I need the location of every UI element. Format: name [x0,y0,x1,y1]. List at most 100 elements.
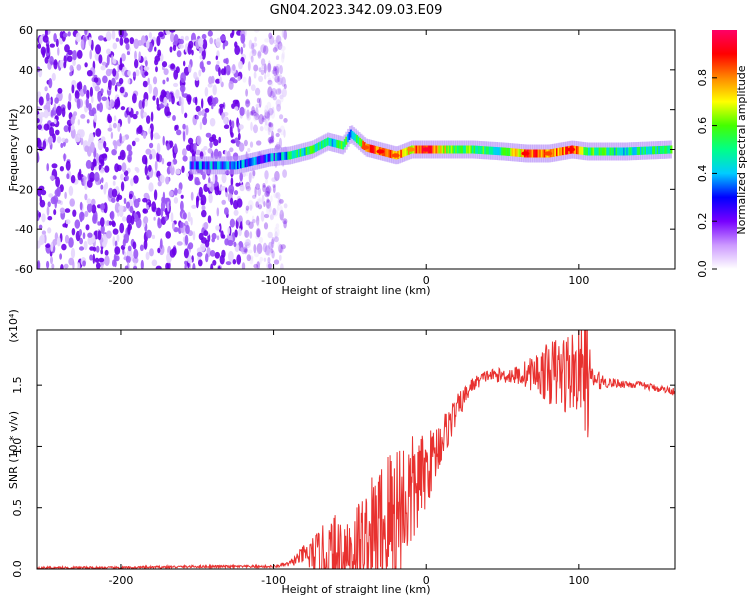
noise-speck [190,191,194,201]
band-core [221,161,224,170]
band-core [214,161,217,170]
noise-speck [47,201,51,208]
noise-speck [273,236,279,243]
colorbar-tick-label: 0.4 [696,165,709,183]
noise-speck [198,37,204,48]
noise-speck [166,201,170,212]
noise-speck [268,137,272,145]
noise-speck [45,101,51,110]
noise-speck [257,50,262,59]
noise-speck [281,30,285,38]
band-core [482,146,485,155]
noise-speck [154,160,158,171]
noise-speck [267,231,273,239]
noise-speck [220,186,227,191]
noise-speck [273,177,278,183]
noise-speck [63,125,69,133]
noise-speck [154,46,157,52]
noise-speck [268,121,272,127]
noise-speck [271,87,277,97]
noise-speck [53,118,57,125]
noise-speck [186,144,192,151]
noise-speck [150,129,154,141]
noise-speck [43,109,49,119]
noise-speck [245,181,251,190]
band-core [465,145,468,154]
noise-speck [229,218,235,228]
noise-speck [98,164,102,170]
noise-speck [76,82,81,90]
noise-speck [244,229,248,238]
noise-speck [267,79,273,85]
band-core [334,139,337,148]
noise-speck [234,229,238,238]
band-core [258,156,261,164]
noise-speck [250,109,257,117]
noise-speck [236,198,243,208]
noise-speck [282,169,287,178]
noise-speck [135,69,140,77]
noise-speck [272,209,279,217]
noise-speck [191,49,194,56]
band-core [375,146,378,155]
noise-speck [148,127,152,135]
noise-speck [84,62,88,68]
noise-speck [148,182,154,192]
noise-speck [245,205,250,211]
noise-speck [133,38,140,49]
noise-speck [89,254,93,261]
band-core [229,161,232,170]
noise-speck [92,158,97,167]
noise-speck [173,34,179,45]
band-core [586,147,589,156]
noise-speck [248,255,254,260]
noise-speck [203,222,209,230]
band-core [452,145,455,154]
noise-speck [131,140,136,147]
noise-speck [252,194,257,199]
noise-speck [110,131,114,139]
snr-xlabel: Height of straight line (km) [281,583,430,596]
band-core [444,145,447,154]
noise-speck [256,140,262,146]
band-core [516,148,519,157]
band-core [352,132,355,141]
band-core [313,144,316,153]
noise-speck [207,30,213,37]
noise-speck [100,65,106,71]
noise-speck [93,246,97,252]
band-core [578,146,581,155]
noise-speck [264,105,269,114]
noise-speck [268,32,273,40]
band-core [502,147,505,156]
noise-speck [40,189,47,196]
band-core [261,155,264,164]
noise-speck [132,93,137,104]
band-core [362,140,365,149]
noise-speck [114,84,118,92]
band-peak [376,149,385,154]
noise-speck [254,251,260,258]
noise-speck [127,223,132,231]
band-core [467,145,470,154]
noise-speck [163,96,168,107]
noise-speck [246,254,251,262]
noise-speck [267,77,272,83]
noise-speck [182,212,187,220]
noise-speck [85,159,92,169]
noise-speck [255,107,259,118]
noise-speck [218,223,222,233]
y-tick-label: 0.0 [11,560,24,578]
band-core [513,148,516,157]
noise-speck [206,182,212,188]
band-core [441,145,444,154]
noise-speck [129,37,135,45]
noise-speck [223,124,230,129]
noise-speck [94,171,100,182]
noise-speck [273,192,279,199]
noise-speck [154,55,161,62]
band-core [613,147,616,156]
noise-speck [207,83,213,88]
x-tick-label: -100 [261,274,286,287]
noise-speck [64,208,71,213]
